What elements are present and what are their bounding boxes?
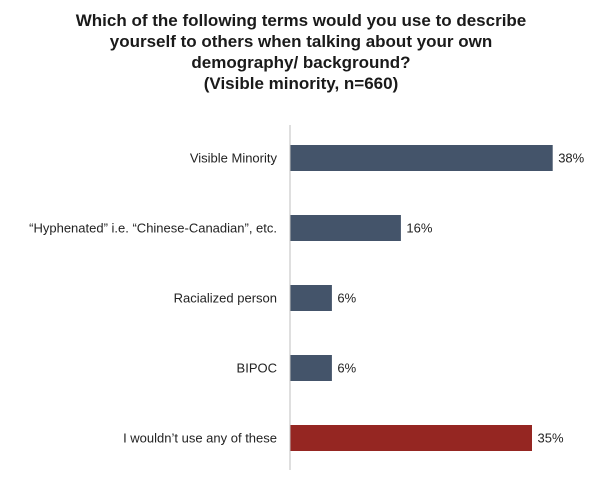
value-label-3: 6% (337, 361, 356, 376)
bar-4 (290, 425, 532, 451)
chart-title-line-2: yourself to others when talking about yo… (109, 32, 493, 51)
bar-2 (290, 285, 332, 311)
value-label-2: 6% (337, 291, 356, 306)
bar-3 (290, 355, 332, 381)
category-label-1: “Hyphenated” i.e. “Chinese-Canadian”, et… (29, 221, 277, 236)
value-label-1: 16% (406, 221, 432, 236)
category-label-2: Racialized person (174, 291, 277, 306)
chart-title: Which of the following terms would you u… (0, 10, 602, 94)
bar-0 (290, 145, 553, 171)
category-label-0: Visible Minority (190, 151, 278, 166)
category-label-3: BIPOC (237, 361, 277, 376)
chart-title-line-3: demography/ background? (191, 53, 411, 72)
chart-title-line-1: Which of the following terms would you u… (75, 11, 527, 30)
chart-title-line-4: (Visible minority, n=660) (203, 74, 399, 93)
category-label-4: I wouldn’t use any of these (123, 431, 277, 446)
bar-1 (290, 215, 401, 241)
value-label-4: 35% (538, 431, 564, 446)
value-label-0: 38% (558, 151, 584, 166)
